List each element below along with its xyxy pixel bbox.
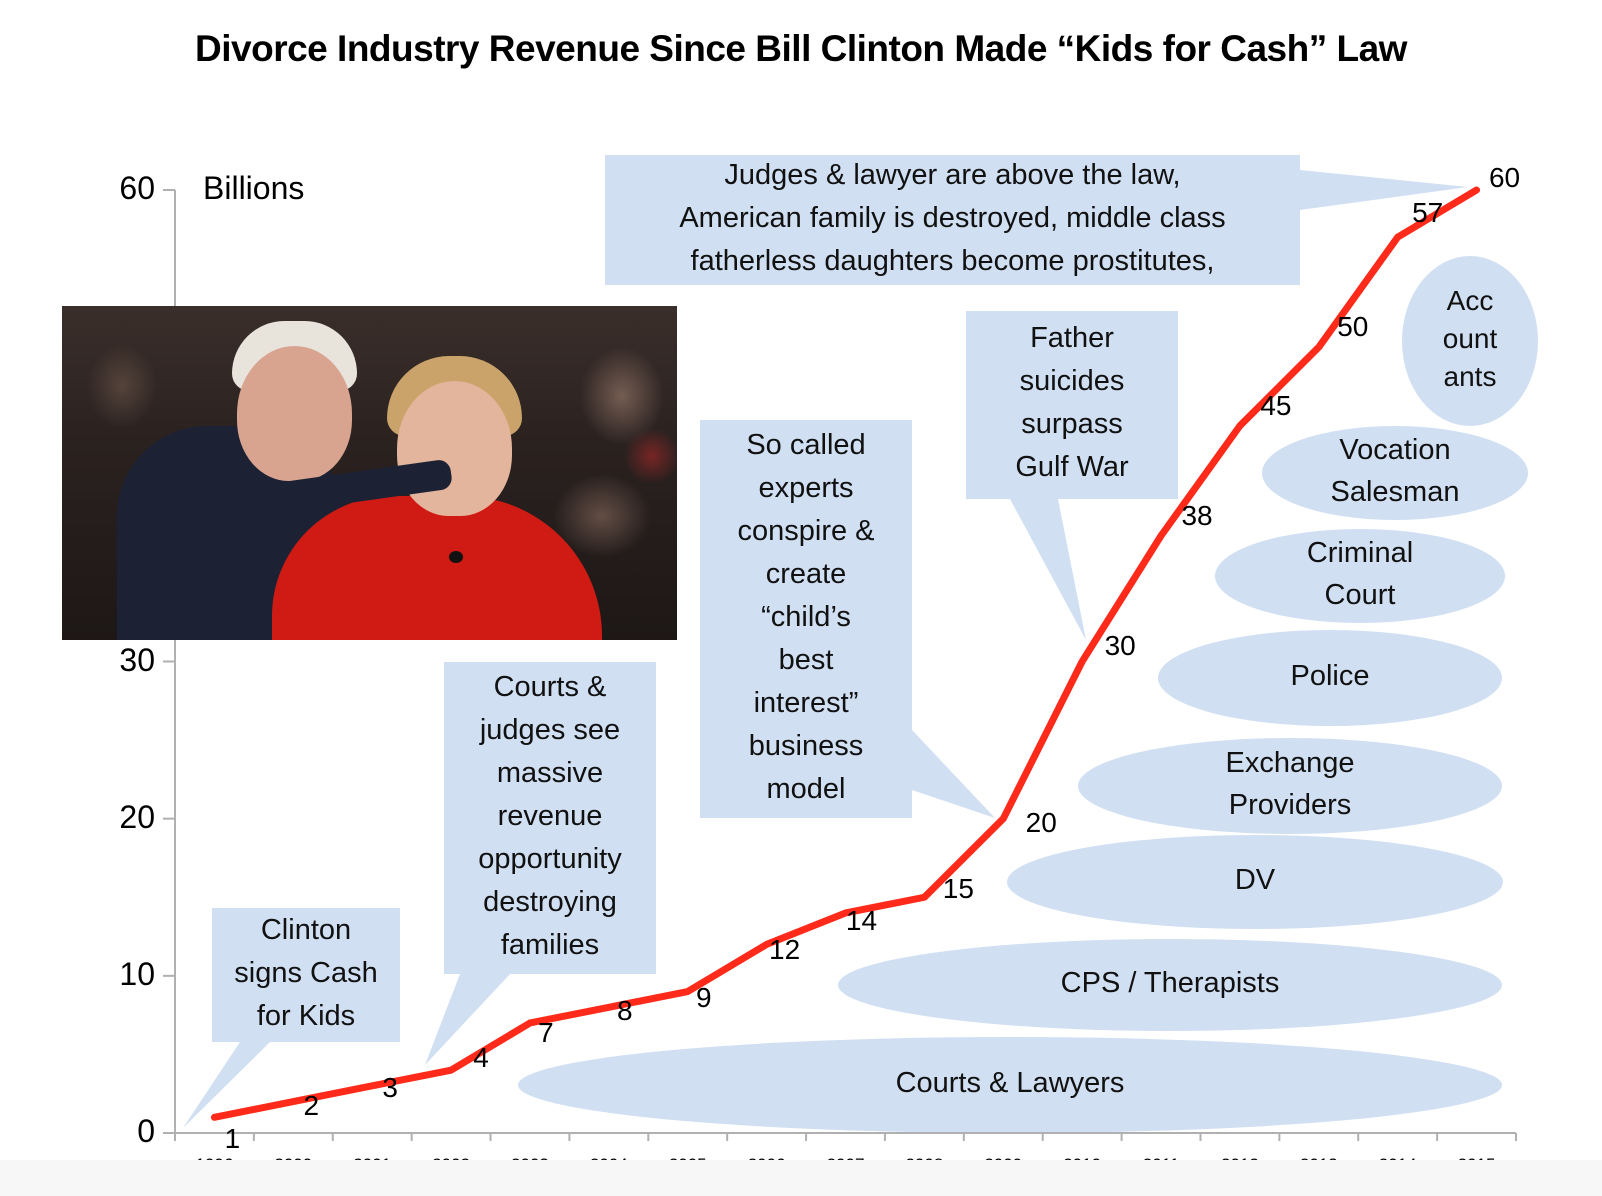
category-ellipse xyxy=(1262,426,1528,520)
data-label: 8 xyxy=(617,995,633,1027)
clinton-photo xyxy=(62,306,677,640)
data-label: 12 xyxy=(769,934,801,966)
data-point xyxy=(292,1100,295,1103)
callout-text: So called experts conspire & create “chi… xyxy=(737,428,875,805)
ellipse-label: Exchange Providers xyxy=(1225,747,1355,821)
data-point xyxy=(1081,660,1084,663)
data-label: 57 xyxy=(1412,197,1444,229)
category-ellipse xyxy=(838,939,1502,1031)
callout-box xyxy=(605,155,1300,285)
data-label: 45 xyxy=(1260,389,1292,421)
y-tick-label: 30 xyxy=(119,641,155,678)
callout-text: Father suicides surpass Gulf War xyxy=(1015,322,1129,483)
callout-pointer xyxy=(183,1042,270,1128)
callout-pointer xyxy=(1300,170,1468,210)
category-ellipse xyxy=(518,1037,1502,1133)
callout-box xyxy=(444,662,656,974)
photo-face-left xyxy=(237,346,352,481)
data-point xyxy=(607,1006,610,1009)
category-ellipse xyxy=(1078,738,1502,834)
data-label: 4 xyxy=(473,1042,489,1074)
data-label: 50 xyxy=(1337,311,1369,343)
callout-text: Courts & judges see massive revenue oppo… xyxy=(478,670,622,961)
data-point xyxy=(528,1021,531,1024)
callout-pointer xyxy=(912,730,995,818)
ellipse-label: Police xyxy=(1290,660,1370,692)
ellipse-label: Courts & Lawyers xyxy=(895,1067,1125,1099)
callout-pointer xyxy=(1010,499,1086,640)
data-point xyxy=(686,990,689,993)
data-point xyxy=(1238,424,1241,427)
ellipse-label: Criminal Court xyxy=(1306,537,1414,611)
series-line-layer xyxy=(210,186,1481,1121)
data-label: 3 xyxy=(382,1071,398,1103)
ellipse-label: Acc ount ants xyxy=(1442,285,1498,392)
data-point xyxy=(1317,346,1320,349)
data-point xyxy=(213,1116,216,1119)
data-point xyxy=(1002,817,1005,820)
data-point xyxy=(1396,236,1399,239)
category-ellipse xyxy=(1007,835,1503,929)
y-tick-label: 60 xyxy=(119,170,155,206)
photo-microphone xyxy=(449,551,463,563)
callout-box xyxy=(700,420,912,818)
data-label: 15 xyxy=(942,873,974,905)
data-point xyxy=(371,1084,374,1087)
data-point xyxy=(1160,534,1163,537)
callout-pointer xyxy=(425,974,510,1065)
data-point xyxy=(450,1069,453,1072)
data-label: 9 xyxy=(695,981,712,1013)
category-ellipse xyxy=(1158,630,1502,726)
callout-text: Judges & lawyer are above the law, Ameri… xyxy=(679,158,1226,277)
data-label: 1 xyxy=(224,1123,241,1155)
data-label: 38 xyxy=(1181,499,1213,531)
callout-box xyxy=(212,908,400,1042)
y-tick-label: 0 xyxy=(137,1113,155,1149)
data-label: 20 xyxy=(1025,806,1057,838)
annotation-shapes xyxy=(183,155,1538,1133)
data-label: 7 xyxy=(538,1016,554,1048)
data-label: 2 xyxy=(303,1089,320,1121)
bottom-strip xyxy=(0,1160,1602,1196)
chart-title: Divorce Industry Revenue Since Bill Clin… xyxy=(195,28,1407,69)
y-tick-label: 20 xyxy=(119,798,155,835)
category-ellipse xyxy=(1402,256,1538,426)
data-label: 30 xyxy=(1104,629,1136,661)
callout-text: Clinton signs Cash for Kids xyxy=(234,913,378,1032)
y-tick-label: 10 xyxy=(119,955,155,992)
data-point xyxy=(844,911,847,914)
data-point xyxy=(923,896,926,899)
data-point xyxy=(1475,189,1478,191)
ellipse-label: Vocation Salesman xyxy=(1330,434,1460,508)
ellipse-label: CPS / Therapists xyxy=(1060,967,1280,999)
ellipse-label: DV xyxy=(1234,864,1276,896)
category-ellipse xyxy=(1215,529,1505,623)
data-label: 14 xyxy=(845,904,878,936)
callout-box xyxy=(966,311,1178,499)
data-label: 60 xyxy=(1488,162,1521,193)
y-axis-unit-label: Billions xyxy=(203,170,305,206)
data-point xyxy=(765,943,768,946)
photo-face-right xyxy=(397,381,512,516)
